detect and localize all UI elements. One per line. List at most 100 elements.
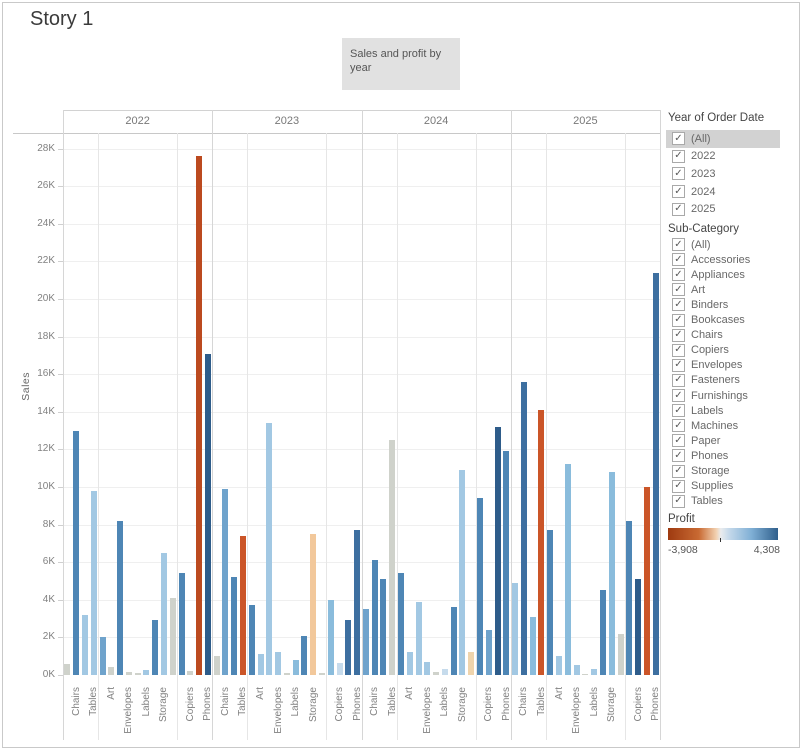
subcategory-filter-item-copiers[interactable]: ✓ Copiers — [666, 343, 780, 358]
bar-2024-Accessories[interactable] — [477, 498, 484, 675]
bar-2022-Phones[interactable] — [204, 353, 211, 675]
bar-2023-Binders[interactable] — [266, 423, 273, 675]
subcategory-filter-item-appliances[interactable]: ✓ Appliances — [666, 267, 780, 282]
bar-2025-Paper[interactable] — [599, 590, 606, 675]
checkbox-icon[interactable]: ✓ — [672, 494, 685, 508]
bar-2022-Accessories[interactable] — [178, 573, 185, 675]
checkbox-icon[interactable]: ✓ — [672, 404, 685, 418]
bar-2024-Furnishings[interactable] — [380, 579, 387, 675]
bar-2022-Storage[interactable] — [160, 552, 167, 675]
bar-2025-Storage[interactable] — [608, 471, 615, 675]
checkbox-icon[interactable]: ✓ — [672, 268, 685, 282]
bar-2025-Machines[interactable] — [643, 487, 650, 675]
bar-2025-Supplies[interactable] — [617, 633, 624, 675]
checkbox-icon[interactable]: ✓ — [672, 343, 685, 357]
bar-2024-Chairs[interactable] — [371, 560, 378, 675]
checkbox-icon[interactable]: ✓ — [672, 132, 685, 146]
checkbox-icon[interactable]: ✓ — [672, 449, 685, 463]
checkbox-icon[interactable]: ✓ — [672, 373, 685, 387]
bar-2022-Binders[interactable] — [117, 520, 124, 675]
bar-2022-Furnishings[interactable] — [81, 614, 88, 675]
subcategory-filter-item-furnishings[interactable]: ✓ Furnishings — [666, 388, 780, 403]
bar-2023-Phones[interactable] — [354, 530, 361, 675]
checkbox-icon[interactable]: ✓ — [672, 238, 685, 252]
bar-2024-Fasteners[interactable] — [433, 672, 440, 675]
bar-2023-Storage[interactable] — [310, 534, 317, 675]
subcategory-filter-item-phones[interactable]: ✓ Phones — [666, 448, 780, 463]
subcategory-filter-item-supplies[interactable]: ✓ Supplies — [666, 479, 780, 494]
bar-2025-Phones[interactable] — [652, 272, 659, 675]
year-filter-item-2025[interactable]: ✓ 2025 — [666, 200, 780, 218]
bar-2025-Chairs[interactable] — [520, 381, 527, 675]
subcategory-filter-item-labels[interactable]: ✓ Labels — [666, 403, 780, 418]
bar-2024-Art[interactable] — [406, 652, 413, 675]
bar-2025-Binders[interactable] — [564, 464, 571, 675]
bar-2025-Tables[interactable] — [538, 409, 545, 675]
bar-2022-Art[interactable] — [108, 667, 115, 675]
checkbox-icon[interactable]: ✓ — [672, 253, 685, 267]
year-filter-item-2024[interactable]: ✓ 2024 — [666, 183, 780, 201]
subcategory-filter-item-accessories[interactable]: ✓ Accessories — [666, 252, 780, 267]
bar-2025-Fasteners[interactable] — [582, 674, 589, 675]
bar-2023-Fasteners[interactable] — [283, 673, 290, 675]
bar-2024-Binders[interactable] — [415, 601, 422, 675]
checkbox-icon[interactable]: ✓ — [672, 283, 685, 297]
bar-2024-Phones[interactable] — [503, 451, 510, 675]
story-caption-nav[interactable]: Sales and profit by year — [342, 38, 460, 90]
checkbox-icon[interactable]: ✓ — [672, 298, 685, 312]
subcategory-filter-item-storage[interactable]: ✓ Storage — [666, 464, 780, 479]
bar-2023-Furnishings[interactable] — [231, 577, 238, 675]
bar-2022-Chairs[interactable] — [73, 430, 80, 675]
bar-2024-Supplies[interactable] — [468, 652, 475, 675]
bar-2023-Labels[interactable] — [292, 659, 299, 675]
year-filter-item-all[interactable]: ✓ (All) — [666, 130, 780, 148]
bar-2025-Furnishings[interactable] — [529, 616, 536, 675]
year-filter-item-2023[interactable]: ✓ 2023 — [666, 165, 780, 183]
bar-2023-Supplies[interactable] — [319, 673, 325, 675]
bar-2023-Bookcases[interactable] — [213, 656, 220, 675]
checkbox-icon[interactable]: ✓ — [672, 479, 685, 493]
profit-color-gradient[interactable] — [668, 528, 778, 540]
checkbox-icon[interactable]: ✓ — [672, 202, 685, 216]
bar-2023-Chairs[interactable] — [222, 488, 229, 675]
bar-2022-Supplies[interactable] — [169, 597, 176, 675]
subcategory-filter-item-envelopes[interactable]: ✓ Envelopes — [666, 358, 780, 373]
bar-2024-Tables[interactable] — [389, 440, 396, 675]
bar-2024-Appliances[interactable] — [398, 573, 405, 675]
bar-2025-Appliances[interactable] — [547, 530, 554, 675]
subcategory-filter-item-binders[interactable]: ✓ Binders — [666, 297, 780, 312]
checkbox-icon[interactable]: ✓ — [672, 434, 685, 448]
bar-2022-Paper[interactable] — [152, 620, 159, 675]
bar-2022-Fasteners[interactable] — [134, 673, 141, 675]
bar-2023-Copiers[interactable] — [336, 662, 343, 675]
checkbox-icon[interactable]: ✓ — [672, 389, 685, 403]
checkbox-icon[interactable]: ✓ — [672, 185, 685, 199]
bar-2023-Appliances[interactable] — [248, 605, 255, 675]
subcategory-filter-item-paper[interactable]: ✓ Paper — [666, 433, 780, 448]
bar-2024-Labels[interactable] — [441, 669, 448, 675]
checkbox-icon[interactable]: ✓ — [672, 464, 685, 478]
bar-2024-Machines[interactable] — [494, 426, 501, 675]
bar-2023-Machines[interactable] — [345, 620, 352, 675]
subcategory-filter-item-fasteners[interactable]: ✓ Fasteners — [666, 373, 780, 388]
checkbox-icon[interactable]: ✓ — [672, 313, 685, 327]
subcategory-filter-item-bookcases[interactable]: ✓ Bookcases — [666, 313, 780, 328]
checkbox-icon[interactable]: ✓ — [672, 419, 685, 433]
checkbox-icon[interactable]: ✓ — [672, 328, 685, 342]
bar-2025-Labels[interactable] — [591, 669, 598, 675]
bar-2023-Accessories[interactable] — [327, 599, 334, 675]
bar-2024-Bookcases[interactable] — [362, 609, 369, 675]
subcategory-filter-item-machines[interactable]: ✓ Machines — [666, 418, 780, 433]
bar-2022-Machines[interactable] — [196, 156, 203, 675]
checkbox-icon[interactable]: ✓ — [672, 358, 685, 372]
subcategory-filter-item-art[interactable]: ✓ Art — [666, 282, 780, 297]
bar-2025-Copiers[interactable] — [635, 579, 642, 675]
bar-2024-Copiers[interactable] — [485, 629, 492, 675]
bar-2025-Art[interactable] — [556, 656, 563, 675]
bar-2023-Envelopes[interactable] — [275, 652, 282, 675]
bar-2025-Accessories[interactable] — [626, 520, 633, 675]
bar-2022-Tables[interactable] — [90, 490, 97, 675]
bar-2023-Paper[interactable] — [301, 635, 308, 675]
bar-2024-Storage[interactable] — [459, 470, 466, 675]
bar-2022-Bookcases[interactable] — [64, 663, 71, 675]
